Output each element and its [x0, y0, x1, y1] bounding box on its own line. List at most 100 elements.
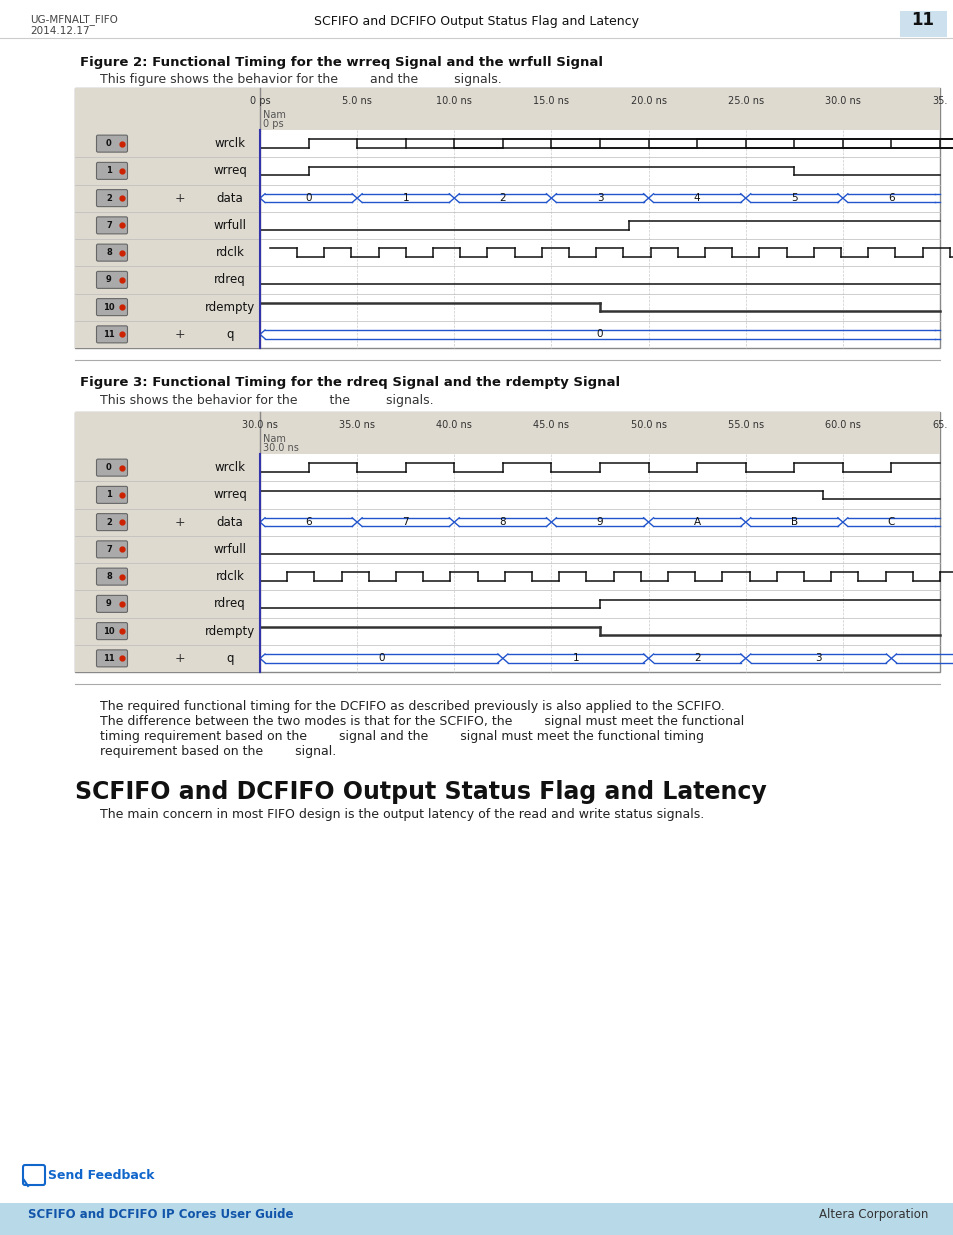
- Text: 1: 1: [106, 167, 112, 175]
- FancyBboxPatch shape: [96, 299, 128, 316]
- Text: 3: 3: [815, 653, 821, 663]
- Text: 30.0 ns: 30.0 ns: [824, 96, 860, 106]
- Text: 6: 6: [887, 193, 894, 203]
- Text: The required functional timing for the DCFIFO as described previously is also ap: The required functional timing for the D…: [100, 700, 724, 713]
- Text: 2: 2: [106, 517, 112, 526]
- Text: 0 ps: 0 ps: [263, 119, 283, 128]
- Text: The difference between the two modes is that for the SCFIFO, the        signal m: The difference between the two modes is …: [100, 715, 743, 727]
- FancyBboxPatch shape: [23, 1165, 45, 1186]
- Bar: [75, 88, 260, 348]
- Text: +: +: [174, 652, 185, 664]
- Text: Nam: Nam: [263, 433, 286, 445]
- Text: 40.0 ns: 40.0 ns: [436, 420, 472, 430]
- FancyBboxPatch shape: [96, 622, 128, 640]
- Text: 0: 0: [597, 330, 602, 340]
- FancyBboxPatch shape: [96, 135, 128, 152]
- FancyBboxPatch shape: [96, 217, 128, 233]
- Text: wrfull: wrfull: [213, 219, 246, 232]
- Text: 10.0 ns: 10.0 ns: [436, 96, 472, 106]
- Text: 0: 0: [305, 193, 312, 203]
- Text: rdempty: rdempty: [205, 625, 254, 637]
- Text: +: +: [174, 516, 185, 529]
- Text: rdclk: rdclk: [215, 246, 244, 259]
- Text: 8: 8: [106, 248, 112, 257]
- Text: timing requirement based on the        signal and the        signal must meet th: timing requirement based on the signal a…: [100, 730, 703, 743]
- Text: +: +: [174, 191, 185, 205]
- Text: 35.: 35.: [931, 96, 946, 106]
- Text: Nam: Nam: [263, 110, 286, 120]
- Text: 2: 2: [693, 653, 700, 663]
- FancyBboxPatch shape: [96, 190, 128, 206]
- Text: 2: 2: [499, 193, 506, 203]
- Text: +: +: [174, 327, 185, 341]
- Text: 3: 3: [596, 193, 602, 203]
- Text: 11: 11: [910, 11, 934, 28]
- Text: 2: 2: [106, 194, 112, 203]
- Text: 20.0 ns: 20.0 ns: [630, 96, 666, 106]
- FancyBboxPatch shape: [96, 272, 128, 289]
- Text: wrreq: wrreq: [213, 164, 247, 178]
- Text: 0: 0: [106, 140, 112, 148]
- Text: 10: 10: [103, 626, 114, 636]
- Text: 0: 0: [377, 653, 384, 663]
- Text: SCFIFO and DCFIFO Output Status Flag and Latency: SCFIFO and DCFIFO Output Status Flag and…: [314, 16, 639, 28]
- Text: SCFIFO and DCFIFO IP Cores User Guide: SCFIFO and DCFIFO IP Cores User Guide: [28, 1208, 294, 1221]
- Text: 30.0 ns: 30.0 ns: [242, 420, 277, 430]
- Bar: [75, 412, 939, 672]
- Text: 4: 4: [693, 193, 700, 203]
- Bar: [260, 412, 939, 454]
- Text: SCFIFO and DCFIFO Output Status Flag and Latency: SCFIFO and DCFIFO Output Status Flag and…: [75, 781, 766, 804]
- Text: rdreq: rdreq: [213, 273, 246, 287]
- Text: 6: 6: [305, 517, 312, 527]
- Text: 30.0 ns: 30.0 ns: [263, 443, 298, 453]
- Text: 0 ps: 0 ps: [250, 96, 270, 106]
- Text: q: q: [226, 327, 233, 341]
- Text: 25.0 ns: 25.0 ns: [727, 96, 763, 106]
- Bar: [75, 412, 260, 672]
- Text: Send Feedback: Send Feedback: [48, 1170, 154, 1182]
- Text: rdclk: rdclk: [215, 571, 244, 583]
- Text: This shows the behavior for the        the         signals.: This shows the behavior for the the sign…: [100, 394, 434, 408]
- Bar: [899, 11, 946, 37]
- Bar: [260, 88, 939, 130]
- Text: wrclk: wrclk: [214, 461, 245, 474]
- Text: 7: 7: [106, 545, 112, 553]
- Text: 11: 11: [103, 653, 114, 663]
- Text: 7: 7: [402, 517, 409, 527]
- FancyBboxPatch shape: [96, 650, 128, 667]
- Text: data: data: [216, 191, 243, 205]
- Text: wrreq: wrreq: [213, 488, 247, 501]
- Text: 1: 1: [572, 653, 578, 663]
- Text: 55.0 ns: 55.0 ns: [727, 420, 763, 430]
- Text: 8: 8: [499, 517, 506, 527]
- FancyBboxPatch shape: [96, 245, 128, 261]
- Text: 1: 1: [402, 193, 409, 203]
- Text: 7: 7: [106, 221, 112, 230]
- Text: 9: 9: [106, 275, 112, 284]
- Text: 2014.12.17: 2014.12.17: [30, 26, 90, 36]
- Text: This figure shows the behavior for the        and the         signals.: This figure shows the behavior for the a…: [100, 73, 501, 86]
- Text: requirement based on the        signal.: requirement based on the signal.: [100, 745, 335, 758]
- Text: 35.0 ns: 35.0 ns: [338, 420, 375, 430]
- Text: q: q: [226, 652, 233, 664]
- Text: 8: 8: [106, 572, 112, 582]
- Text: Altera Corporation: Altera Corporation: [818, 1208, 927, 1221]
- Text: A: A: [693, 517, 700, 527]
- Text: rdempty: rdempty: [205, 300, 254, 314]
- Text: 0: 0: [106, 463, 112, 472]
- FancyBboxPatch shape: [96, 326, 128, 343]
- Text: wrclk: wrclk: [214, 137, 245, 151]
- Text: B: B: [790, 517, 797, 527]
- FancyBboxPatch shape: [96, 595, 128, 613]
- Text: data: data: [216, 516, 243, 529]
- Text: 15.0 ns: 15.0 ns: [533, 96, 569, 106]
- FancyBboxPatch shape: [96, 541, 128, 558]
- Text: 9: 9: [596, 517, 602, 527]
- FancyBboxPatch shape: [96, 162, 128, 179]
- Text: 1: 1: [106, 490, 112, 499]
- Text: 65.: 65.: [931, 420, 946, 430]
- Text: 11: 11: [103, 330, 114, 338]
- Text: 50.0 ns: 50.0 ns: [630, 420, 666, 430]
- Text: rdreq: rdreq: [213, 598, 246, 610]
- Text: Figure 3: Functional Timing for the rdreq Signal and the rdempty Signal: Figure 3: Functional Timing for the rdre…: [80, 375, 619, 389]
